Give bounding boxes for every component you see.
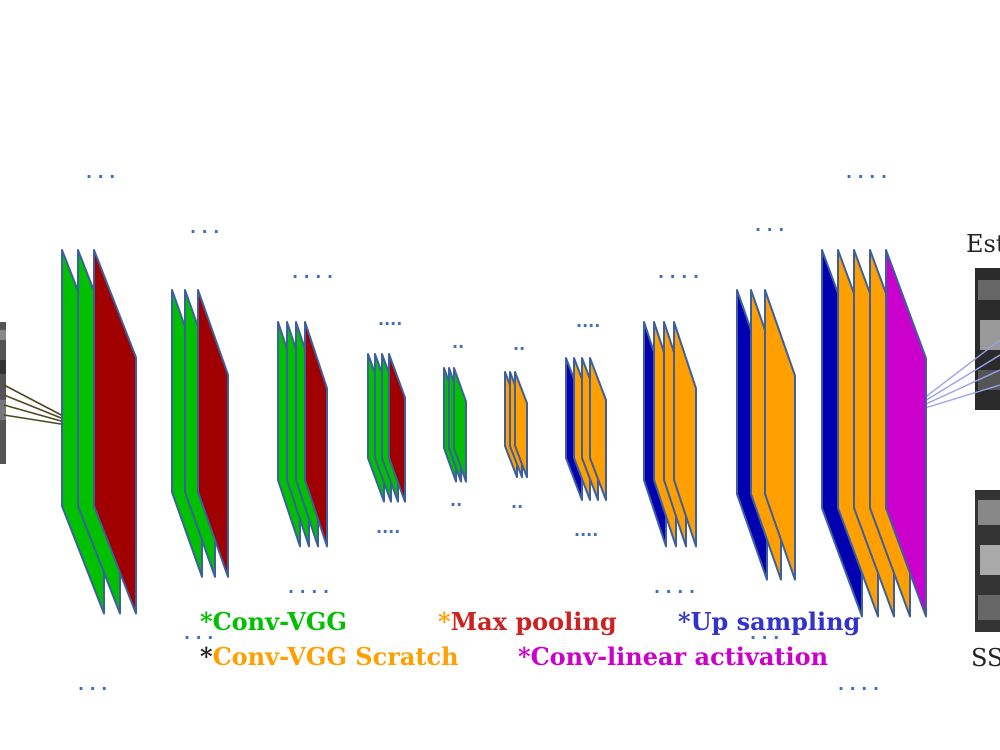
legend-text: Conv-VGG [213,607,347,636]
legend-conv-linear: *Conv-linear activation [518,642,828,671]
block-10-layer-5-conv-linear [885,249,927,618]
block-3-layer-4-max-pool [304,321,328,548]
block-4-layer-4-max-pool [388,353,406,503]
ss-label: SS [971,644,1000,672]
layer-blocks [61,249,927,618]
block-9 [736,289,796,581]
block-1 [61,249,137,615]
block-3 [277,321,328,548]
legend-text: Conv-VGG Scratch [213,642,459,671]
block-8-layer-4-conv-scratch [673,321,697,548]
ellipsis-mark: · · · [86,167,115,186]
input-image [0,322,6,464]
ellipsis-mark: · · · · [846,167,887,186]
ellipsis-mark: · · · · [654,582,695,601]
block-6 [504,371,528,479]
ellipsis-mark: ···· [378,314,402,333]
block-6-layer-3-conv-scratch [514,371,528,479]
block-1-layer-3-max-pool [93,249,137,615]
ellipsis-marks: · · ·· · ·· · ·· · ·· · · ·· · · ·······… [78,167,887,698]
legend-text: Conv-linear activation [531,642,829,671]
legend: *Conv-VGG *Max pooling *Up sampling *Con… [200,607,861,671]
ellipsis-mark: · · · [184,628,213,647]
legend-star: * [518,642,531,671]
block-7 [565,357,607,501]
block-5 [443,367,467,483]
legend-conv-vgg: *Conv-VGG [200,607,347,636]
ss-image [975,490,1000,632]
block-5-layer-3-conv-vgg [453,367,467,483]
legend-max-pooling: *Max pooling [438,607,617,636]
legend-up-sampling: *Up sampling [678,607,861,636]
block-4 [367,353,406,503]
block-8 [643,321,697,548]
ellipsis-mark: ···· [574,525,598,544]
ellipsis-mark: ·· [513,339,525,358]
legend-text: Up sampling [691,607,861,636]
ellipsis-mark: ·· [450,495,462,514]
block-7-layer-4-conv-scratch [589,357,607,501]
ellipsis-mark: ·· [452,337,464,356]
block-2-layer-3-max-pool [197,289,229,578]
block-2 [171,289,229,578]
legend-star: * [438,607,451,636]
estimate-image [975,268,1000,410]
ellipsis-mark: · · · · [838,679,879,698]
block-10 [821,249,927,618]
ellipsis-mark: ···· [376,522,400,541]
ellipsis-mark: · · · [78,679,107,698]
ellipsis-mark: · · · [755,220,784,239]
ellipsis-mark: · · · · [658,267,699,286]
estimate-label: Est [966,230,1000,258]
ellipsis-mark: · · · · [292,267,333,286]
ellipsis-mark: · · · · [288,582,329,601]
legend-star: * [678,607,691,636]
legend-star: * [200,607,213,636]
legend-conv-vgg-scratch: *Conv-VGG Scratch [200,642,459,671]
legend-text: Max pooling [451,607,617,636]
block-9-layer-3-conv-scratch [764,289,796,581]
ellipsis-mark: ···· [576,316,600,335]
legend-star: * [200,642,213,671]
ellipsis-mark: ·· [511,497,523,516]
ellipsis-mark: · · · [190,222,219,241]
ellipsis-mark: · · · [750,628,779,647]
